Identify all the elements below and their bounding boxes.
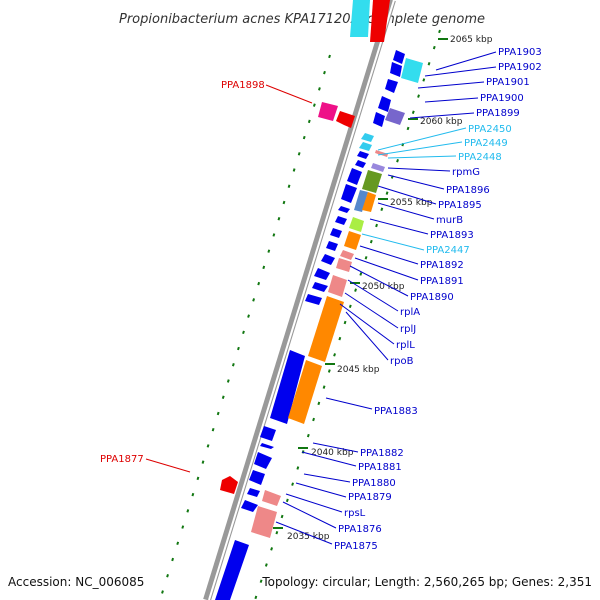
gene-PPA1890[interactable] (314, 268, 330, 280)
scale-label-2045: 2045 kbp (337, 365, 380, 375)
gene-PPA1876[interactable] (241, 500, 258, 512)
label-PPA2447[interactable]: PPA2447 (426, 245, 470, 256)
label-rpmG[interactable]: rpmG (452, 167, 480, 178)
label-PPA1903[interactable]: PPA1903 (498, 47, 542, 58)
label-PPA1902[interactable]: PPA1902 (498, 62, 542, 73)
label-PPA1879[interactable]: PPA1879 (348, 492, 392, 503)
label-murB[interactable]: murB (436, 215, 463, 226)
gene-PPA1892[interactable] (326, 241, 338, 251)
block-PPA1899[interactable] (385, 108, 405, 125)
gene-rpmG[interactable] (355, 160, 366, 168)
accession-text: Accession: NC_006085 (8, 575, 144, 589)
gene-PPA1895[interactable] (341, 184, 357, 203)
leader-lines (145, 51, 497, 545)
scale-label-2040: 2040 kbp (311, 448, 354, 458)
label-PPA1893[interactable]: PPA1893 (430, 230, 474, 241)
gene-murB[interactable] (338, 206, 350, 213)
gene-PPA1882[interactable] (260, 426, 276, 441)
block-murB[interactable] (362, 192, 376, 212)
gene-PPA2447[interactable] (330, 228, 342, 238)
block-PPA1891[interactable] (336, 258, 352, 272)
map-title: Propionibacterium acnes KPA171202, compl… (119, 12, 485, 27)
block-rplJ[interactable] (308, 296, 344, 362)
gene-PPA1891[interactable] (321, 254, 335, 265)
backbone-highlight (208, 0, 395, 600)
block-rpoB[interactable] (288, 360, 322, 424)
gene-PPA2449[interactable] (359, 142, 372, 151)
block-PPA2447[interactable] (344, 231, 361, 250)
scale-label-2035: 2035 kbp (287, 532, 330, 542)
forward-genes (215, 50, 405, 600)
block-PPA1879[interactable] (262, 490, 281, 506)
gene-rplA[interactable] (312, 282, 328, 292)
block-rplA[interactable] (328, 275, 347, 297)
label-PPA1899[interactable]: PPA1899 (476, 108, 520, 119)
gene-PPA1883[interactable] (270, 350, 305, 424)
gene-block-top-red[interactable] (370, 0, 390, 42)
gene-PPA2450[interactable] (361, 133, 374, 142)
label-PPA1881[interactable]: PPA1881 (358, 462, 402, 473)
label-PPA1892[interactable]: PPA1892 (420, 260, 464, 271)
gene-block-top-cyan[interactable] (350, 0, 370, 37)
label-rplJ[interactable]: rplJ (400, 324, 416, 335)
label-PPA1896[interactable]: PPA1896 (446, 185, 490, 196)
gene-PPA1881[interactable] (260, 443, 274, 449)
scale-label-2050: 2050 kbp (362, 282, 405, 292)
label-rpoB[interactable]: rpoB (390, 356, 414, 367)
gene-PPA2448[interactable] (357, 151, 369, 159)
gene-PPA1879[interactable] (249, 470, 265, 485)
label-PPA1875[interactable]: PPA1875 (334, 541, 378, 552)
ortholog-blocks (251, 58, 423, 538)
label-PPA2448[interactable]: PPA2448 (458, 152, 502, 163)
gene-PPA1899[interactable] (373, 112, 385, 127)
label-PPA2450[interactable]: PPA2450 (468, 124, 512, 135)
gene-PPA1877[interactable] (220, 476, 238, 494)
gene-PPA1893[interactable] (335, 216, 347, 225)
label-PPA1900[interactable]: PPA1900 (480, 93, 524, 104)
gene-rpsL[interactable] (247, 488, 260, 497)
label-PPA1891[interactable]: PPA1891 (420, 276, 464, 287)
label-PPA1883[interactable]: PPA1883 (374, 406, 418, 417)
gene-PPA1880[interactable] (254, 452, 272, 469)
scale-labels: 2065 kbp 2060 kbp 2055 kbp 2050 kbp 2045… (273, 35, 493, 542)
label-PPA2449[interactable]: PPA2449 (464, 138, 508, 149)
block-PPA2448[interactable] (375, 150, 388, 157)
label-PPA1895[interactable]: PPA1895 (438, 200, 482, 211)
label-PPA1882[interactable]: PPA1882 (360, 448, 404, 459)
genome-summary: Topology: circular; Length: 2,560,265 bp… (261, 575, 592, 589)
block-PPA1893[interactable] (349, 217, 364, 232)
label-rpsL[interactable]: rpsL (344, 508, 366, 519)
scale-label-2065: 2065 kbp (450, 35, 493, 45)
gene-PPA1900[interactable] (378, 96, 391, 112)
block-rpmG[interactable] (371, 163, 385, 172)
gene-PPA1901[interactable] (385, 79, 398, 93)
label-PPA1876[interactable]: PPA1876 (338, 524, 382, 535)
label-PPA1880[interactable]: PPA1880 (352, 478, 396, 489)
gene-block-magenta[interactable] (318, 102, 338, 121)
outer-scale-ring (159, 54, 331, 600)
genome-backbone (203, 0, 396, 600)
block-PPA1895[interactable] (354, 190, 368, 212)
block-PPA1876[interactable] (251, 506, 277, 538)
block-PPA1902[interactable] (401, 58, 423, 83)
label-PPA1890[interactable]: PPA1890 (410, 292, 454, 303)
gene-labels: PPA1903 PPA1902 PPA1901 PPA1900 PPA1899 … (100, 47, 542, 552)
label-rplA[interactable]: rplA (400, 307, 420, 318)
scale-label-2055: 2055 kbp (390, 198, 433, 208)
label-rplL[interactable]: rplL (396, 340, 415, 351)
label-PPA1877[interactable]: PPA1877 (100, 454, 144, 465)
gene-PPA1875[interactable] (215, 540, 249, 600)
block-PPA1896[interactable] (362, 170, 382, 193)
gene-rplJ[interactable] (305, 294, 322, 305)
scale-label-2060: 2060 kbp (420, 117, 463, 127)
gene-PPA1896[interactable] (347, 168, 362, 185)
gene-PPA1902[interactable] (390, 62, 402, 77)
block-PPA1892[interactable] (340, 250, 354, 260)
gene-PPA1903[interactable] (393, 50, 405, 64)
label-PPA1898[interactable]: PPA1898 (221, 80, 265, 91)
gene-PPA1898[interactable] (336, 111, 355, 128)
label-PPA1901[interactable]: PPA1901 (486, 77, 530, 88)
